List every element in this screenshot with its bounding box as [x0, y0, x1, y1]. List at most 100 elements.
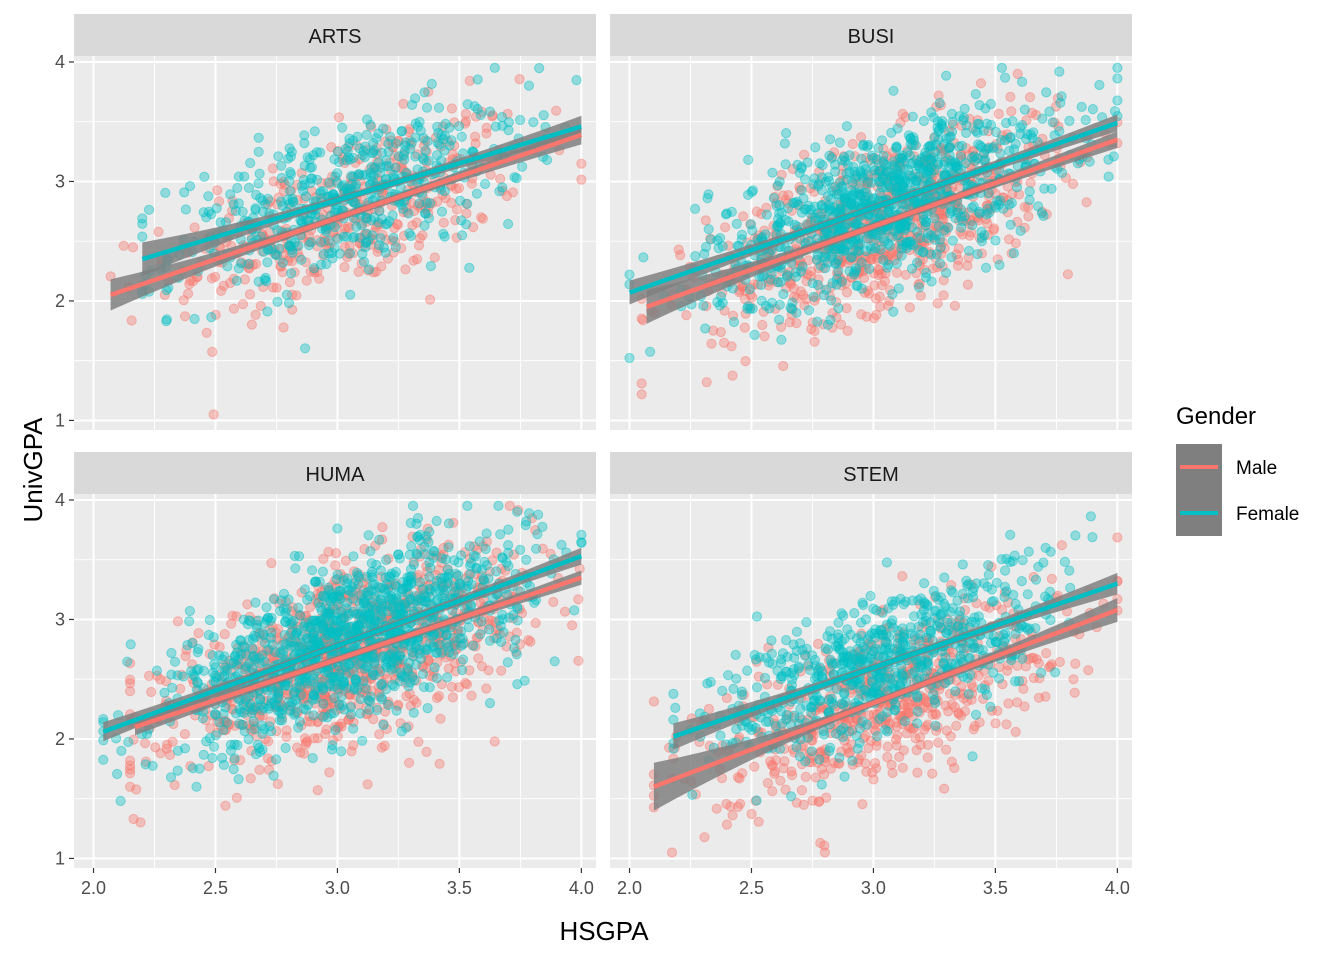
data-point: [745, 289, 756, 300]
data-point: [319, 236, 330, 247]
data-point: [734, 287, 745, 298]
data-point: [507, 187, 519, 198]
data-point: [868, 193, 879, 204]
data-point: [198, 749, 209, 760]
data-point: [465, 560, 476, 571]
data-point: [434, 758, 445, 769]
data-point: [235, 635, 246, 646]
data-point: [1005, 219, 1016, 230]
data-point: [271, 726, 282, 737]
data-point: [450, 568, 462, 579]
data-point: [172, 616, 183, 627]
data-point: [299, 733, 311, 744]
data-point: [514, 74, 525, 85]
data-point: [913, 158, 924, 169]
data-point: [990, 202, 1001, 213]
data-point: [875, 301, 886, 312]
data-point: [892, 230, 904, 241]
data-point: [851, 280, 862, 291]
data-point: [301, 685, 312, 696]
data-point: [859, 187, 870, 198]
data-point: [244, 263, 255, 274]
data-point: [217, 752, 228, 764]
data-point: [446, 625, 457, 637]
data-point: [421, 146, 432, 157]
data-point: [769, 191, 780, 202]
data-point: [391, 659, 402, 670]
data-point: [267, 163, 278, 174]
data-point: [208, 741, 220, 752]
data-point: [890, 243, 901, 254]
data-point: [844, 266, 855, 277]
data-point: [338, 180, 349, 191]
data-point: [981, 118, 992, 129]
data-point: [243, 258, 254, 270]
data-point: [830, 181, 841, 192]
plot-area-busi: [624, 62, 1123, 400]
data-point: [939, 225, 950, 236]
data-point: [864, 252, 875, 263]
data-point: [992, 254, 1003, 265]
data-point: [981, 209, 992, 220]
data-point: [287, 618, 298, 629]
data-point: [320, 584, 331, 596]
data-point: [277, 712, 288, 724]
data-point: [836, 256, 847, 268]
data-point: [895, 161, 906, 173]
data-point: [328, 681, 340, 692]
data-point: [425, 579, 436, 590]
data-point: [455, 580, 466, 591]
data-point: [255, 700, 266, 711]
data-point: [422, 703, 433, 714]
data-point: [803, 305, 815, 316]
x-tick-label: 3.5: [447, 878, 472, 898]
data-point: [295, 689, 306, 700]
data-point: [309, 632, 320, 644]
data-point: [471, 562, 482, 573]
data-point: [343, 666, 354, 677]
data-point: [336, 746, 347, 757]
data-point: [457, 633, 468, 644]
data-point: [943, 126, 954, 137]
data-point: [437, 631, 448, 642]
data-point: [435, 141, 446, 152]
data-point: [342, 573, 353, 584]
data-point: [784, 277, 796, 288]
data-point: [244, 611, 255, 622]
data-point: [896, 236, 907, 247]
data-point: [447, 149, 458, 160]
data-point: [256, 636, 267, 647]
data-point: [969, 156, 980, 167]
data-point: [400, 597, 411, 608]
data-point: [941, 133, 952, 144]
data-point: [393, 151, 404, 162]
data-point: [490, 616, 501, 628]
data-point: [331, 676, 343, 688]
data-point: [368, 137, 379, 149]
data-point: [982, 229, 993, 240]
data-point: [982, 200, 993, 211]
data-point: [261, 614, 272, 625]
data-point: [405, 593, 416, 605]
data-point: [359, 229, 370, 241]
data-point: [228, 199, 239, 210]
data-point: [396, 126, 407, 137]
data-point: [250, 204, 261, 216]
data-point: [497, 552, 508, 563]
data-point: [439, 645, 450, 656]
data-point: [496, 636, 507, 648]
data-point: [353, 620, 364, 631]
data-point: [790, 267, 801, 278]
data-point: [952, 201, 964, 212]
data-point: [364, 164, 375, 175]
data-point: [449, 117, 460, 128]
data-point: [439, 130, 450, 141]
data-point: [835, 257, 846, 268]
data-point: [243, 734, 254, 745]
data-point: [503, 218, 514, 230]
data-point: [198, 207, 209, 218]
data-point: [223, 213, 234, 224]
data-point: [576, 537, 587, 548]
data-point: [842, 257, 854, 269]
